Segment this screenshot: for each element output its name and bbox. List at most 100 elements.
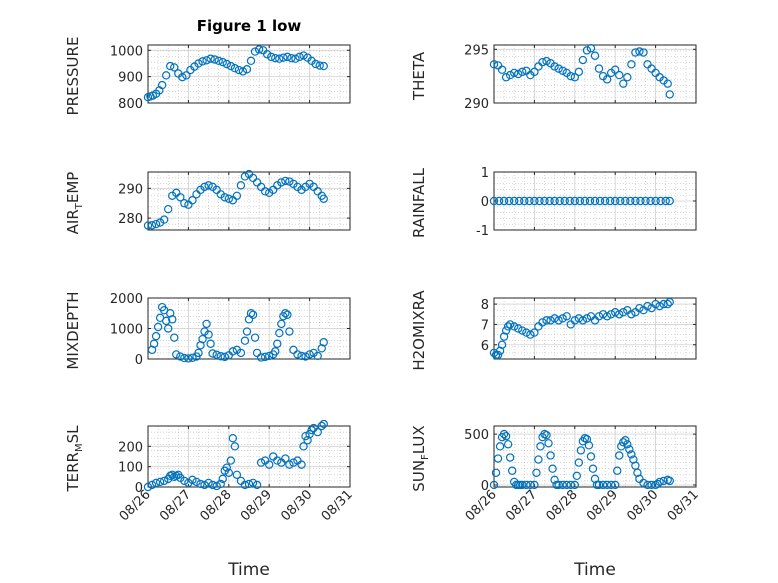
- data-point: [514, 69, 523, 79]
- x-tick-label: 08/31: [319, 487, 356, 524]
- data-point: [204, 181, 213, 190]
- data-point: [489, 480, 499, 490]
- data-point: [619, 308, 628, 317]
- data-point: [565, 196, 574, 206]
- data-point: [254, 45, 264, 54]
- y-tick-label: 290: [118, 182, 143, 197]
- data-point: [188, 196, 197, 205]
- data-point: [558, 314, 567, 323]
- data-point: [289, 458, 298, 467]
- y-tick-label: 0: [135, 353, 143, 368]
- data-point: [297, 460, 306, 469]
- x-tick-label: 08/30: [624, 487, 661, 524]
- data-point: [647, 480, 656, 490]
- data-point: [271, 53, 280, 63]
- x-tick-label: 08/28: [198, 487, 235, 524]
- data-point: [643, 480, 652, 490]
- data-point: [250, 47, 260, 56]
- data-point: [143, 221, 153, 230]
- data-points: [489, 44, 674, 99]
- data-point: [168, 470, 177, 479]
- data-point: [285, 327, 294, 336]
- data-point: [588, 464, 598, 473]
- data-point: [554, 64, 563, 73]
- data-point: [149, 339, 159, 348]
- data-point: [301, 352, 310, 361]
- data-point: [260, 187, 270, 196]
- data-point: [665, 90, 674, 99]
- y-tick-label: 1000: [110, 323, 143, 338]
- data-point: [606, 310, 616, 319]
- data-point: [550, 314, 559, 323]
- data-point: [299, 442, 308, 451]
- data-point: [542, 316, 551, 325]
- data-point: [202, 56, 211, 65]
- data-point: [283, 310, 292, 319]
- data-point: [256, 458, 266, 467]
- data-point: [234, 65, 244, 75]
- data-point: [271, 347, 280, 356]
- data-points: [143, 169, 328, 230]
- data-point: [163, 324, 173, 333]
- data-point: [665, 476, 674, 486]
- y-tick-label: 1000: [110, 44, 143, 59]
- data-point: [319, 420, 328, 429]
- data-point: [168, 315, 177, 324]
- data-point: [655, 301, 664, 311]
- data-point: [220, 193, 229, 202]
- data-point: [230, 442, 240, 451]
- data-point: [616, 196, 625, 206]
- data-point: [236, 348, 246, 358]
- data-point: [315, 61, 324, 70]
- axes-box: [147, 44, 351, 104]
- data-point: [232, 191, 242, 200]
- data-point: [246, 309, 256, 318]
- data-point: [554, 480, 563, 490]
- data-point: [313, 351, 322, 361]
- data-point: [151, 219, 161, 229]
- data-points: [143, 420, 328, 492]
- x-axis-label: Time: [573, 560, 616, 580]
- y-tick-label: 295: [464, 43, 489, 58]
- data-point: [491, 468, 501, 477]
- data-point: [526, 480, 535, 490]
- data-point: [180, 353, 189, 363]
- y-tick-label: 200: [118, 440, 143, 455]
- data-point: [188, 475, 197, 485]
- x-tick-label: 08/29: [584, 487, 621, 524]
- data-point: [242, 327, 252, 336]
- data-point: [611, 308, 620, 317]
- data-point: [499, 196, 509, 206]
- axes-box: [493, 297, 697, 360]
- data-point: [204, 330, 213, 339]
- data-point: [590, 51, 600, 60]
- data-point: [643, 301, 652, 311]
- data-point: [501, 326, 511, 335]
- x-tick-label: 08/27: [157, 487, 194, 524]
- data-point: [295, 52, 304, 62]
- data-point: [546, 451, 555, 460]
- data-point: [530, 67, 539, 77]
- data-point: [178, 72, 187, 82]
- data-point: [287, 53, 296, 63]
- y-tick-label: 500: [464, 428, 489, 443]
- data-point: [222, 59, 231, 69]
- data-point: [273, 456, 282, 465]
- data-point: [574, 314, 584, 323]
- data-point: [228, 434, 238, 443]
- data-point: [534, 455, 543, 464]
- data-point: [275, 328, 284, 338]
- data-point: [623, 73, 632, 82]
- data-point: [155, 477, 165, 487]
- y-tick-label: 1: [481, 166, 489, 181]
- y-tick-label: 2000: [110, 292, 143, 307]
- data-point: [611, 65, 620, 74]
- data-point: [291, 54, 300, 63]
- data-point: [621, 436, 630, 445]
- y-tick-label: 290: [464, 97, 489, 112]
- data-point: [299, 51, 308, 60]
- data-point: [232, 470, 242, 479]
- data-point: [545, 196, 554, 206]
- data-point: [265, 460, 274, 469]
